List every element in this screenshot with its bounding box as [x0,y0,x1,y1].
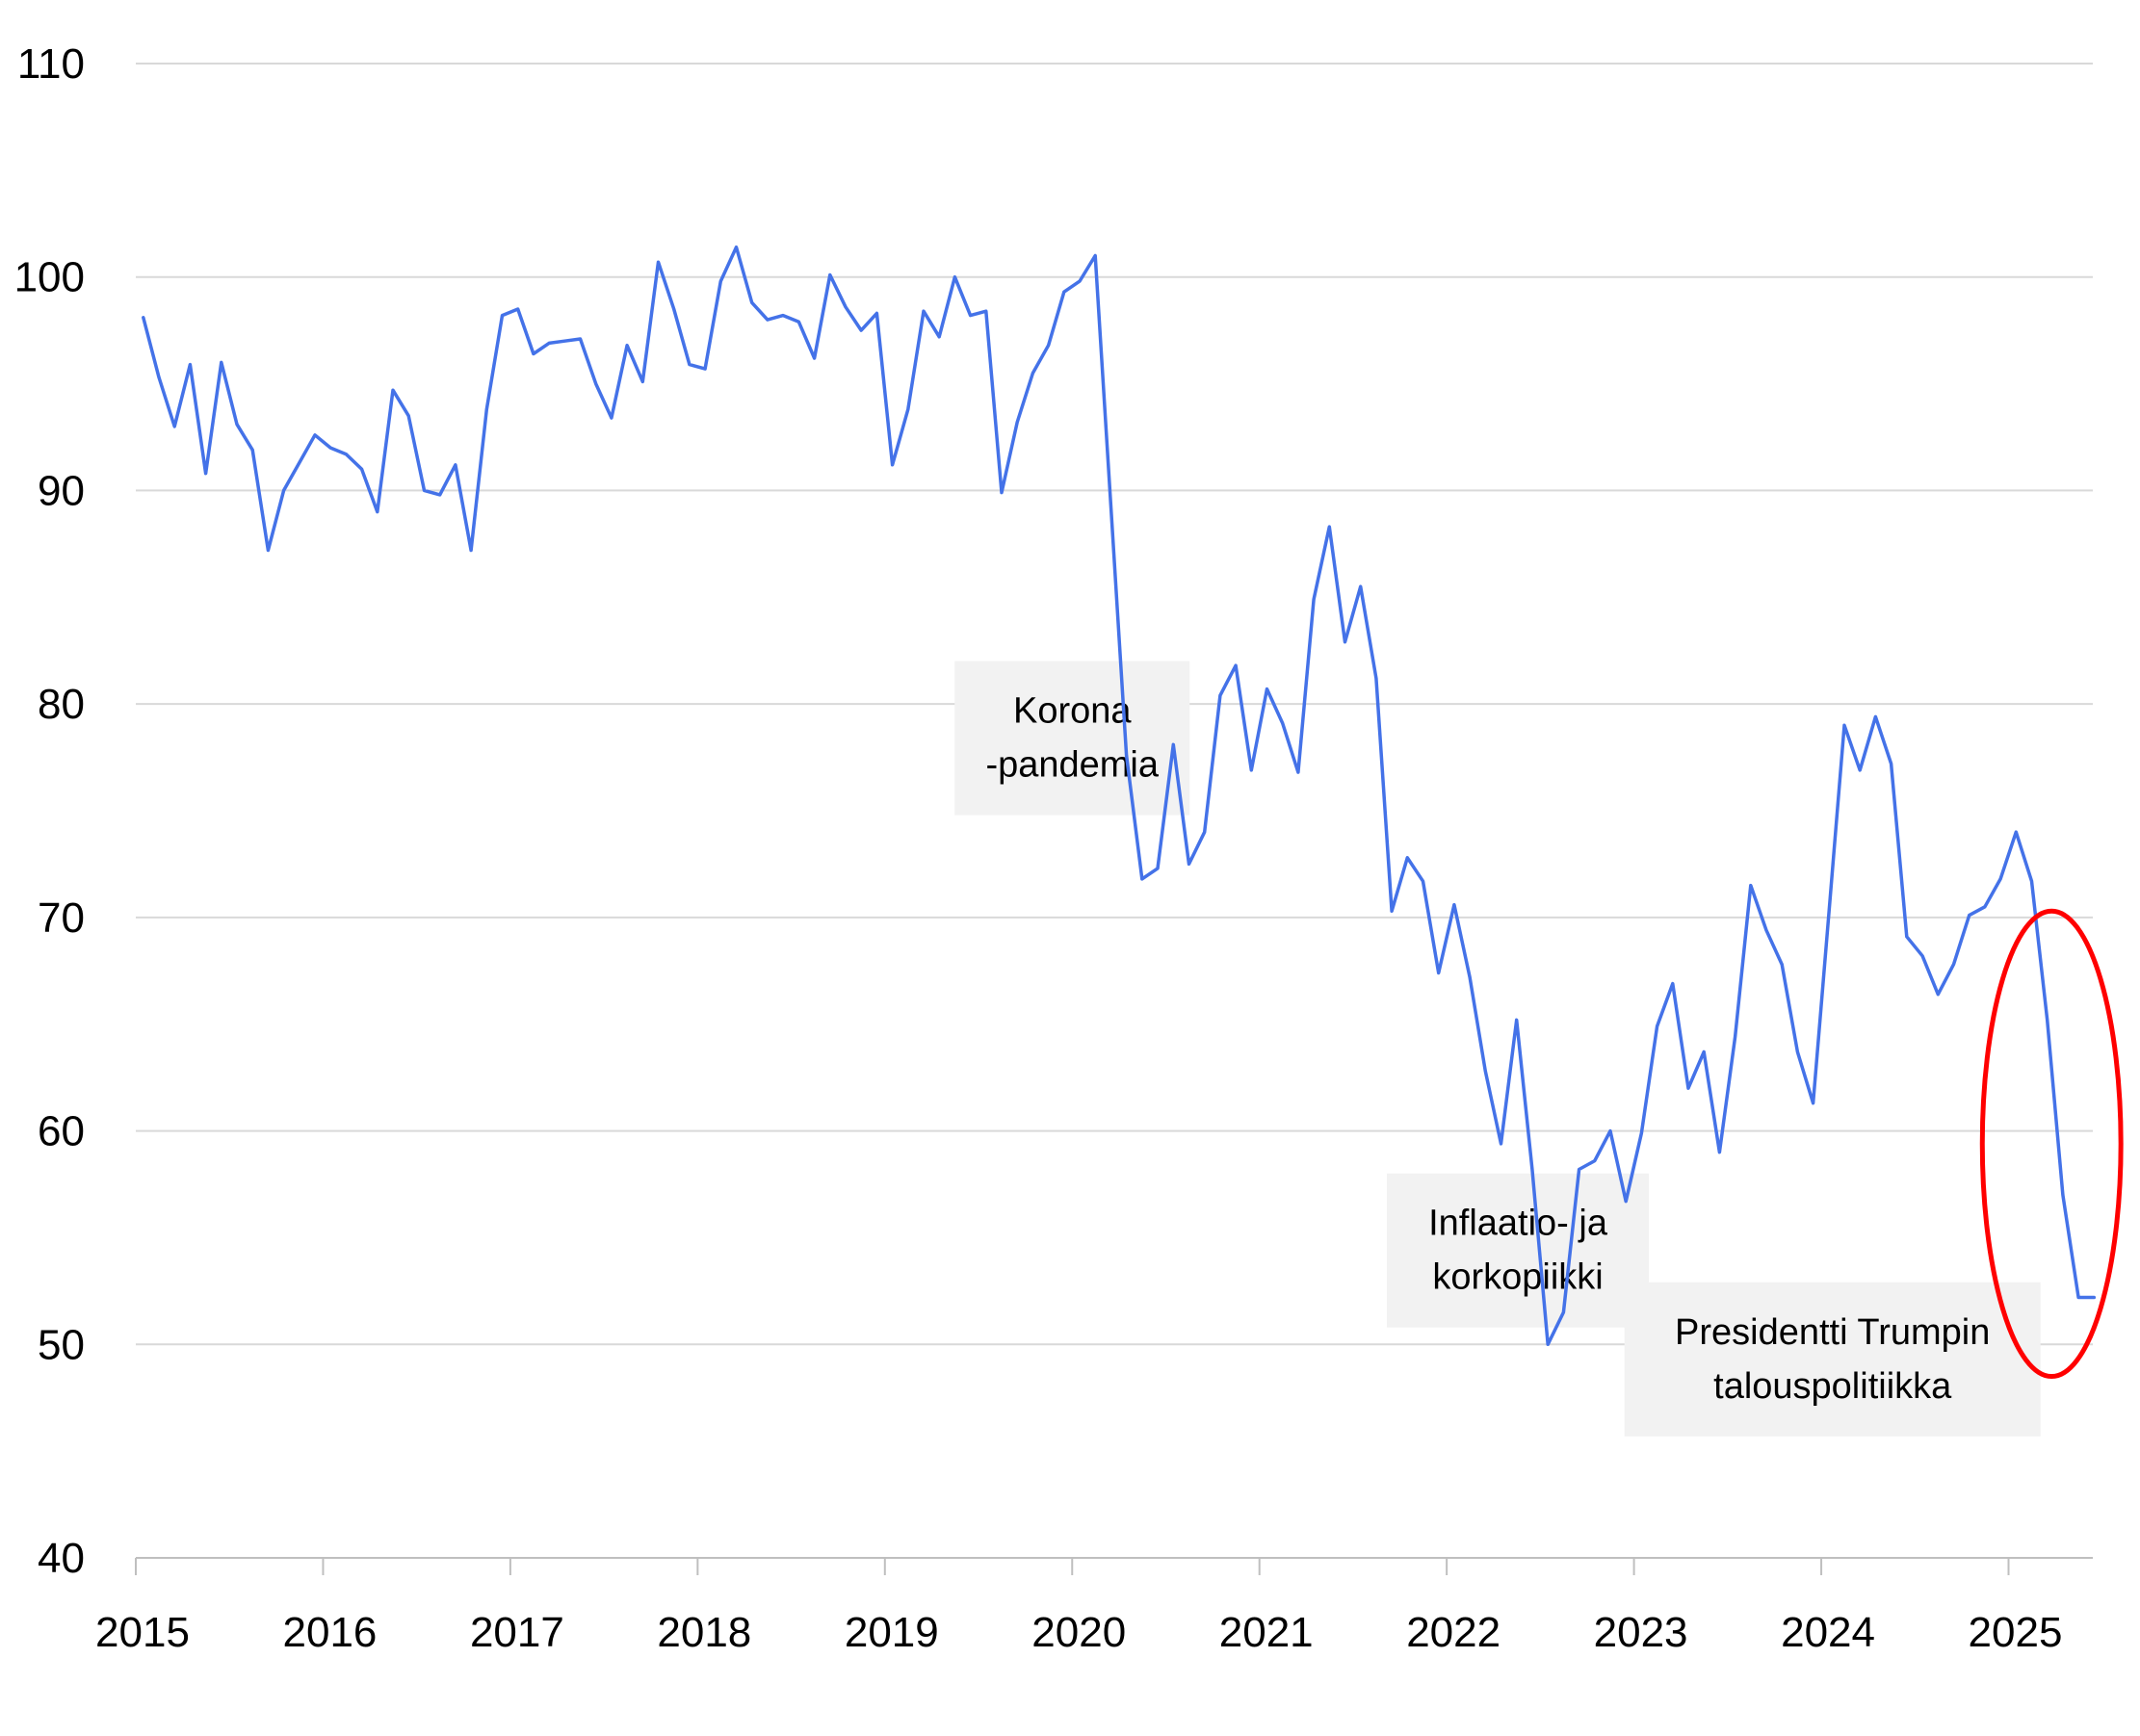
x-tick-label-2017: 2017 [470,1609,564,1656]
y-tick-label-110: 110 [17,40,85,88]
highlight-layer [1979,908,2124,1380]
series-line-1 [142,245,2097,1347]
annotations: Korona -pandemia Inflaatio- ja korkopiikki P… [954,661,2041,1437]
x-tick-label-2025: 2025 [1969,1609,2063,1656]
annotation-text-line: Inflaatio- ja [1428,1204,1608,1244]
annotation-box [954,661,1190,816]
y-tick-label-70: 70 [38,894,85,942]
x-tick-label-2020: 2020 [1031,1609,1126,1656]
annotation-text-line: Presidentti Trumpin [1675,1312,1990,1353]
axes: 40 50 60 70 80 90 100 110 2015 2016 2017 2018 2019 20… [14,40,2093,1656]
y-tick-label-60: 60 [38,1108,85,1155]
annotation-3: Presidentti Trumpin talouspolitiikka [1624,1282,2041,1437]
x-tick-label-2018: 2018 [657,1609,751,1656]
highlight-ellipse [1979,908,2124,1380]
annotation-box [1387,1173,1650,1328]
y-tick-label-50: 50 [38,1321,85,1368]
annotation-box [1624,1282,2041,1437]
annotation-1: Korona -pandemia [954,661,1190,816]
x-tick-label-2022: 2022 [1406,1609,1501,1656]
x-tick-label-2024: 2024 [1781,1609,1875,1656]
annotation-text-line: -pandemia [985,745,1159,786]
annotation-text-line: talouspolitiikka [1713,1366,1952,1407]
x-tick-label-2016: 2016 [283,1609,378,1656]
y-tick-label-100: 100 [14,254,85,301]
y-tick-label-40: 40 [38,1535,85,1582]
annotation-2: Inflaatio- ja korkopiikki [1387,1173,1650,1328]
y-tick-label-90: 90 [38,467,85,514]
gridlines [136,63,2093,1346]
annotation-text-line: korkopiikki [1432,1257,1603,1298]
x-tick-label-2015: 2015 [95,1609,190,1656]
x-tick-label-2023: 2023 [1594,1609,1688,1656]
series-layer [142,245,2097,1347]
x-tick-label-2019: 2019 [845,1609,939,1656]
y-tick-label-80: 80 [38,681,85,728]
annotation-text-line: Korona [1013,691,1132,732]
x-tick-label-2021: 2021 [1219,1609,1314,1656]
